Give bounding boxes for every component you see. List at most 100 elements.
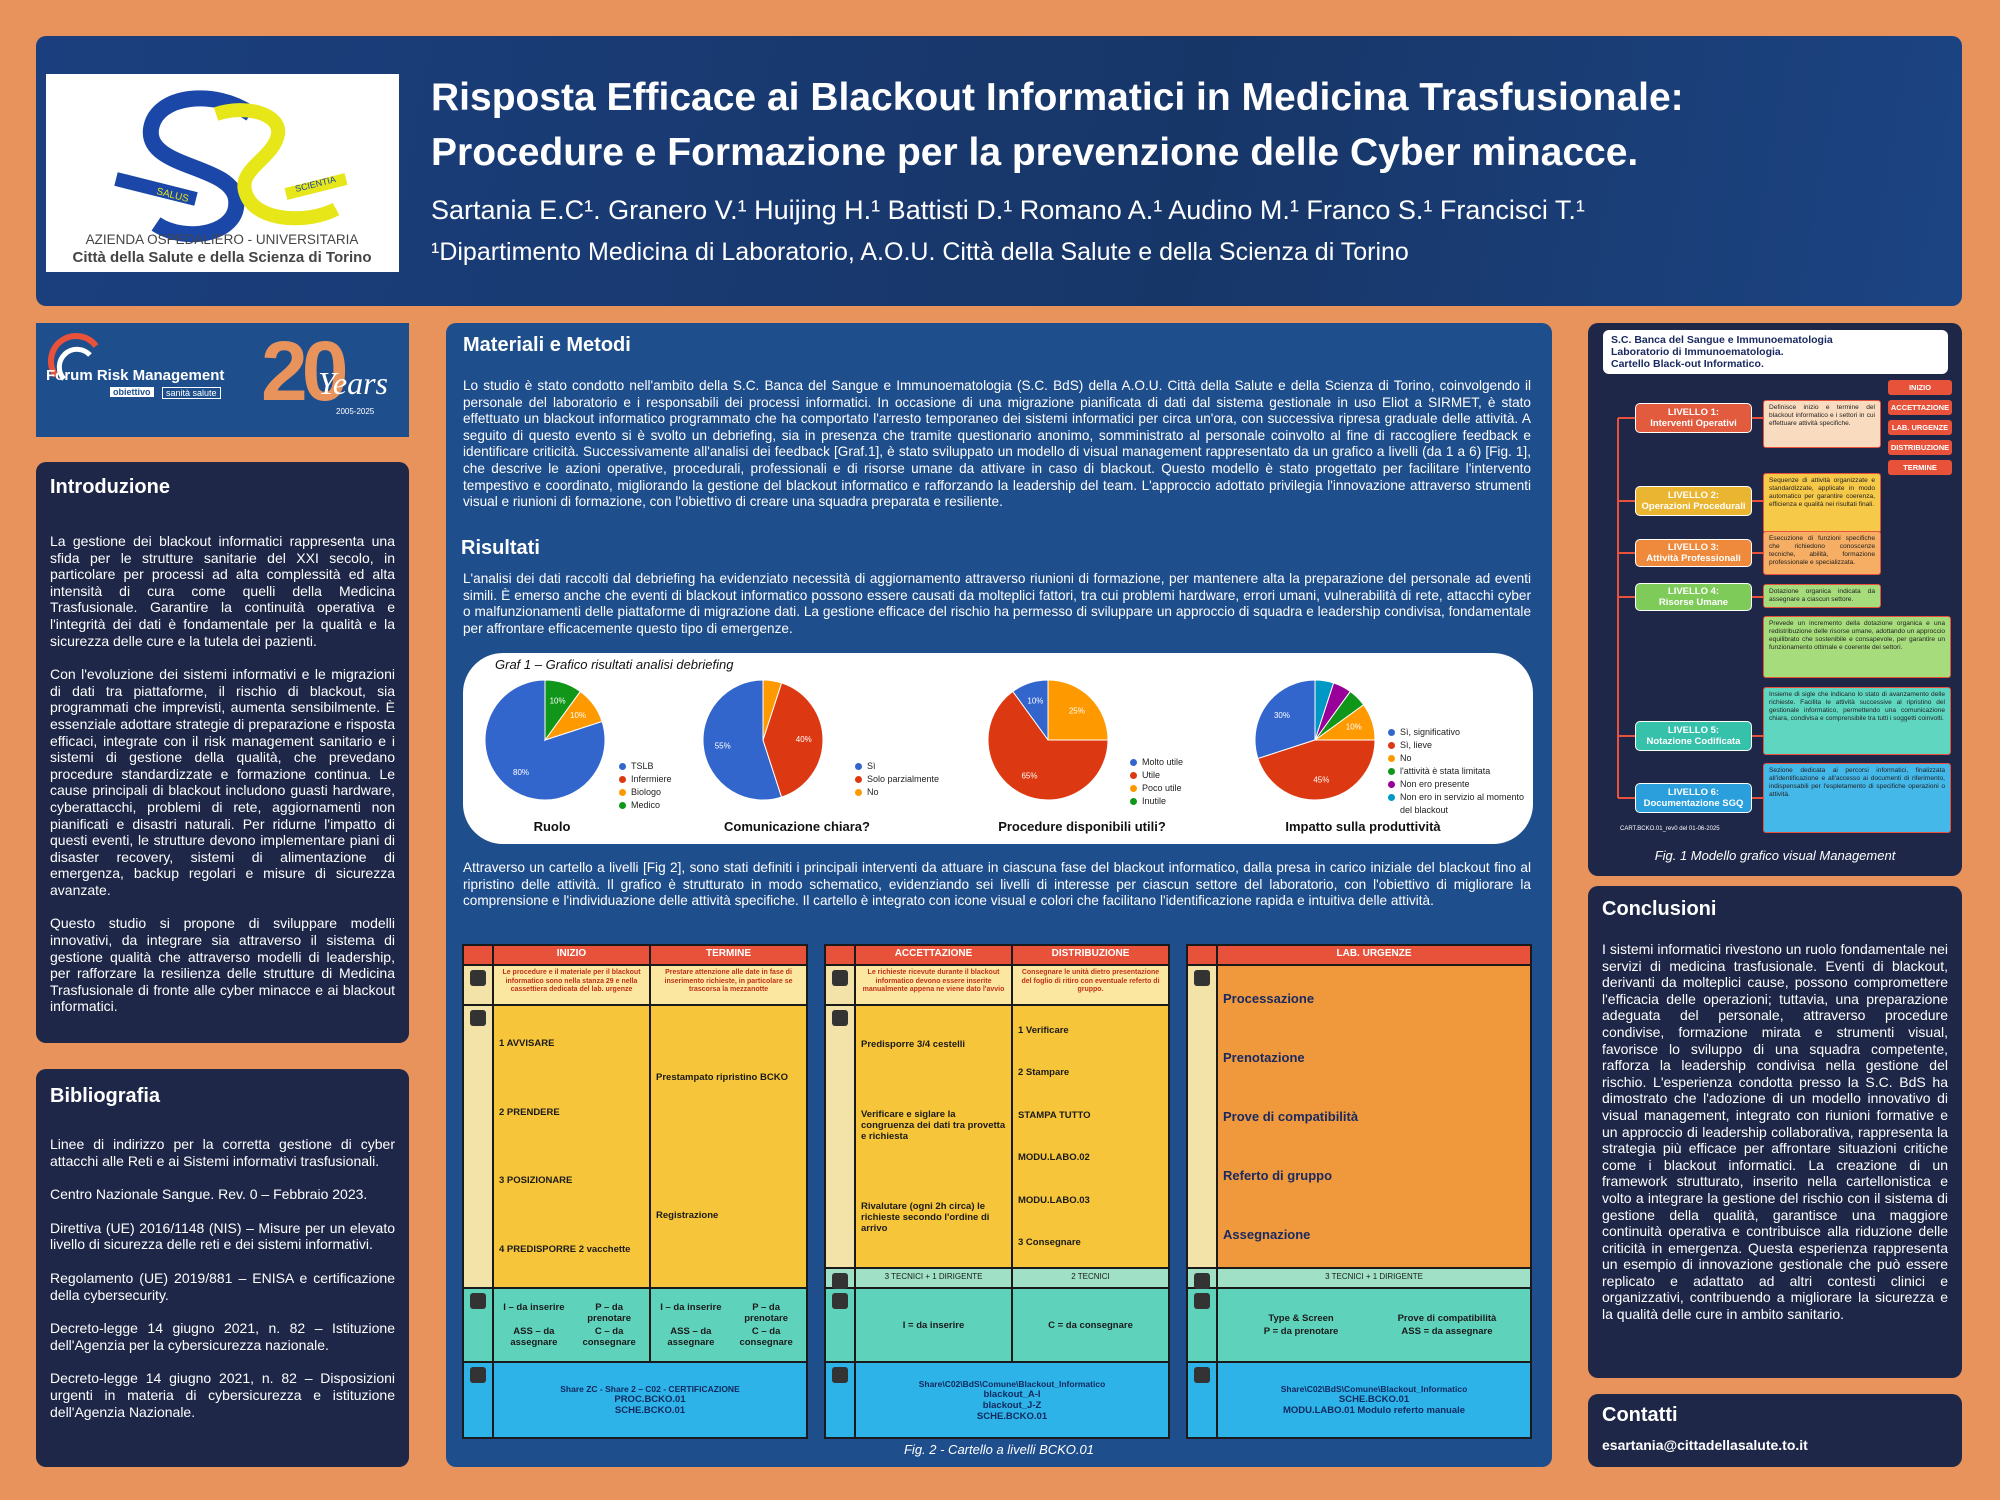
risultati-text2: Attraverso un cartello a livelli [Fig 2]… bbox=[463, 860, 1531, 909]
legend-label: No bbox=[1400, 753, 1412, 763]
share-line: SCHE.BCKO.01 bbox=[976, 1410, 1048, 1422]
legend-entry: Medico bbox=[619, 799, 767, 812]
column-header: ACCETTAZIONE bbox=[856, 946, 1011, 964]
icon-cell bbox=[826, 1363, 854, 1437]
forum-tag: obiettivo bbox=[110, 387, 154, 397]
pie-charts: 80% 10% 10% Ruolo 55% 40% Comunicazione chiara… bbox=[484, 679, 1441, 834]
materiali-text: Lo studio è stato condotto nell'ambito d… bbox=[463, 378, 1531, 510]
pie-slice bbox=[987, 690, 1109, 801]
step: Assegnazione bbox=[1223, 1227, 1311, 1242]
pie-title: Ruolo bbox=[534, 819, 571, 834]
legend-entry: Non ero in servizio al momento del black… bbox=[1388, 791, 1536, 817]
cartello-row: LAB. URGENZE bbox=[1188, 946, 1530, 964]
column-body: 1 AVVISARE 2 PRENDERE 3 POSIZIONARE 4 PREDI… bbox=[494, 1006, 649, 1287]
legend-swatch bbox=[1388, 794, 1395, 801]
legend-label: TSLB bbox=[631, 761, 654, 771]
code: I – da inserire bbox=[660, 1302, 722, 1313]
icon-cell bbox=[1188, 966, 1216, 1267]
legend-swatch bbox=[1388, 742, 1395, 749]
legend-label: Sì, significativo bbox=[1400, 727, 1461, 737]
share-line: Share ZC - Share 2 – C02 - CERTIFICAZION… bbox=[560, 1384, 740, 1394]
biblio-item: Linee di indirizzo per la corretta gesti… bbox=[50, 1136, 395, 1169]
column-header: INIZIO bbox=[494, 946, 649, 964]
slice-label: 40% bbox=[796, 735, 812, 744]
pie-slice bbox=[1314, 679, 1335, 741]
share: Share\C02\BdS\Comune\Blackout_Informatic… bbox=[1218, 1363, 1530, 1437]
slice-label: 45% bbox=[1313, 775, 1329, 784]
fig1-connectors bbox=[1617, 417, 1763, 799]
cartello-row: 1 AVVISARE 2 PRENDERE 3 POSIZIONARE 4 PREDI… bbox=[464, 1006, 806, 1287]
code: Type & Screen bbox=[1268, 1313, 1334, 1324]
forum-icon bbox=[48, 333, 99, 381]
slice-label: 65% bbox=[1021, 771, 1037, 780]
icon-cell bbox=[826, 1289, 854, 1361]
code: C – da consegnare bbox=[582, 1326, 636, 1348]
logo-line1: AZIENDA OSPEDALIERO - UNIVERSITARIA bbox=[86, 232, 359, 247]
pie-slice bbox=[484, 679, 606, 801]
legend-swatch bbox=[1388, 755, 1395, 762]
conclusioni-text: I sistemi informatici rivestono un ruolo… bbox=[1602, 941, 1948, 1323]
step: Prestampato ripristino BCKO bbox=[656, 1072, 788, 1084]
pie-slice bbox=[702, 679, 783, 801]
legend-swatch bbox=[1388, 768, 1395, 775]
legend-swatch bbox=[619, 763, 626, 770]
logo-ribbon bbox=[114, 172, 198, 206]
legend-label: Sì, lieve bbox=[1400, 740, 1433, 750]
step: Rivalutare (ogni 2h circa) le richieste … bbox=[861, 1201, 990, 1235]
slice-label: 10% bbox=[1027, 696, 1043, 705]
logo-ribbon bbox=[284, 173, 348, 200]
icon bbox=[470, 1010, 486, 1026]
forum-name: Forum Risk Management bbox=[46, 367, 225, 384]
fig1-button: DISTRIBUZIONE bbox=[1888, 440, 1952, 455]
icon-cell bbox=[826, 1269, 854, 1289]
biblio-list: Linee di indirizzo per la corretta gesti… bbox=[50, 1136, 395, 1420]
cartello-row: Type & Screen Prove di compatibilità P = d… bbox=[1188, 1289, 1530, 1361]
slice-label: 10% bbox=[570, 711, 586, 720]
cartello-panel: ACCETTAZIONE DISTRIBUZIONE Le richieste ri… bbox=[824, 944, 1170, 1439]
contatti-panel: Contatti esartania@cittadellasalute.to.i… bbox=[1588, 1394, 1962, 1467]
level: LIVELLO 4: Risorse Umane bbox=[1635, 583, 1752, 611]
cartello-row: 3 TECNICI + 1 DIRIGENTE bbox=[1188, 1269, 1530, 1289]
warning: Le procedure e il materiale per il black… bbox=[494, 966, 649, 1004]
icon bbox=[470, 1367, 486, 1383]
legend-label: l'attività è stata limitata bbox=[1400, 766, 1491, 776]
fig1-header-line: Laboratorio di Immunoematologia. bbox=[1611, 346, 1784, 358]
materiali-heading: Materiali e Metodi bbox=[463, 334, 631, 356]
code: P – da prenotare bbox=[587, 1302, 632, 1324]
conclusioni-heading: Conclusioni bbox=[1602, 898, 1717, 920]
level-name: Documentazione SGQ bbox=[1643, 798, 1744, 809]
pie-slice bbox=[544, 679, 581, 742]
biblio-panel: Bibliografia Linee di indirizzo per la c… bbox=[36, 1069, 409, 1467]
step: 2 PRENDERE bbox=[499, 1106, 560, 1118]
legend-entry: Biologo bbox=[619, 786, 767, 799]
legend-label: Solo parzialmente bbox=[867, 774, 940, 784]
icon-cell bbox=[826, 966, 854, 1004]
biblio-item: Centro Nazionale Sangue. Rev. 0 – Febbra… bbox=[50, 1186, 368, 1203]
legend-swatch bbox=[855, 763, 862, 770]
codes: I – da inserire P – da prenotare ASS – da … bbox=[494, 1289, 649, 1361]
fig1-header-line: Cartello Black-out Informatico. bbox=[1611, 358, 1764, 370]
legend: Molto utile Utile Poco utile Inutile bbox=[1130, 756, 1278, 808]
legend-label: Utile bbox=[1142, 770, 1161, 780]
icon bbox=[832, 970, 848, 986]
share-line: SCHE.BCKO.01 bbox=[1338, 1394, 1410, 1405]
pie-slice bbox=[762, 679, 783, 741]
legend-swatch bbox=[1130, 785, 1137, 792]
share-line: Share\C02\BdS\Comune\Blackout_Informatic… bbox=[1280, 1384, 1468, 1394]
legend-entry: TSLB bbox=[619, 760, 767, 773]
legend-entry: Sì, significativo bbox=[1388, 726, 1536, 739]
forum-tag: sanità salute bbox=[162, 387, 221, 399]
logo-s-blue bbox=[142, 90, 256, 243]
pie-title: Impatto sulla produttività bbox=[1285, 819, 1441, 834]
staff: 3 TECNICI + 1 DIRIGENTE bbox=[1218, 1269, 1530, 1287]
fig1-button: ACCETTAZIONE bbox=[1888, 400, 1952, 415]
code: I = da inserire bbox=[902, 1319, 965, 1331]
codes: Type & Screen Prove di compatibilità P = d… bbox=[1218, 1289, 1530, 1361]
column-body: Prestampato ripristino BCKO Registrazione bbox=[651, 1006, 806, 1287]
icon bbox=[1194, 1293, 1210, 1309]
level-description: Insieme di sigle che indicano lo stato d… bbox=[1763, 687, 1951, 755]
cartello-row: Le richieste ricevute durante il blackou… bbox=[826, 966, 1168, 1004]
logo-s-yellow bbox=[213, 103, 340, 226]
